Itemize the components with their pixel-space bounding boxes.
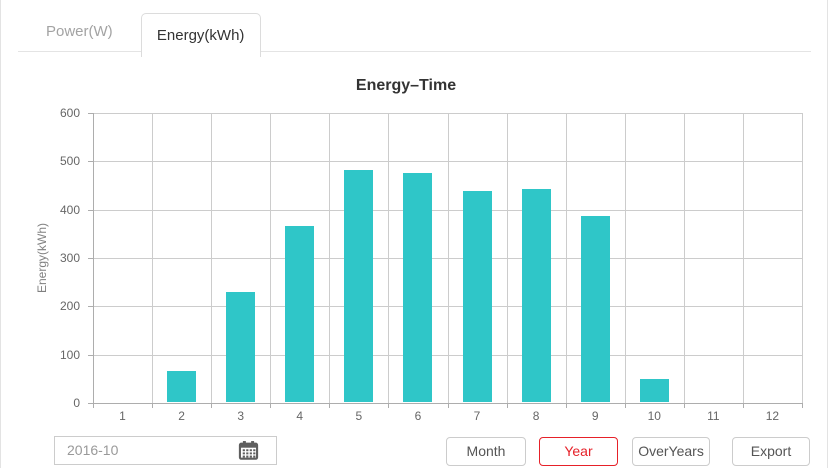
tab-energy[interactable]: Energy(kWh) — [140, 13, 261, 57]
tab-bar: Power(W) Energy(kWh) — [18, 0, 811, 57]
y-axis-tick — [88, 403, 93, 404]
x-axis-tick — [152, 403, 154, 408]
y-axis-tick — [88, 258, 93, 259]
v-gridline — [211, 113, 213, 403]
tab-power[interactable]: Power(W) — [46, 23, 113, 40]
energy-time-chart: Energy–Time Energy(kWh) 0 100 200 300 400 500… — [1, 60, 828, 430]
x-axis-tick — [270, 403, 272, 408]
x-axis-label: 7 — [473, 409, 481, 423]
v-gridline — [388, 113, 390, 403]
export-button[interactable]: Export — [732, 437, 810, 466]
y-axis-tick — [88, 306, 93, 308]
x-axis-label: 8 — [532, 409, 540, 423]
x-axis-tick — [506, 403, 508, 408]
x-axis-tick — [388, 403, 390, 408]
x-axis-label: 2 — [178, 409, 185, 423]
x-axis-label: 3 — [237, 409, 244, 423]
bar-month-6[interactable] — [403, 172, 433, 402]
y-axis-label: 400 — [59, 202, 80, 217]
v-gridline — [270, 113, 272, 403]
bar-month-7[interactable] — [462, 190, 492, 402]
bar-month-5[interactable] — [344, 169, 374, 402]
date-value: 2016-10 — [67, 442, 119, 458]
v-gridline — [329, 113, 331, 403]
x-axis-label: 12 — [765, 409, 780, 423]
y-axis-tick — [88, 209, 93, 211]
v-gridline — [742, 113, 744, 403]
y-axis-label: 300 — [59, 251, 80, 265]
y-axis-tick — [88, 161, 93, 163]
v-gridline — [802, 113, 803, 403]
bar-month-4[interactable] — [285, 226, 315, 402]
v-gridline — [565, 113, 567, 403]
y-axis-label: 0 — [73, 396, 80, 410]
bar-month-10[interactable] — [639, 378, 669, 402]
x-axis-label: 5 — [355, 409, 363, 423]
x-axis-label: 9 — [591, 409, 599, 423]
plot-area: 0 100 200 300 400 500 600 1 2 3 4 5 6 7 8 9 10 11 12 — [60, 106, 803, 423]
overyears-button[interactable]: OverYears — [632, 437, 710, 466]
date-picker-input[interactable]: 2016-10 — [54, 436, 277, 465]
bar-month-9[interactable] — [580, 215, 610, 402]
y-axis-label: 100 — [59, 347, 80, 362]
x-axis-tick — [447, 403, 449, 408]
x-axis-tick — [211, 403, 213, 408]
y-axis-tick — [88, 113, 93, 114]
x-axis-tick — [565, 403, 567, 408]
v-gridline — [447, 113, 449, 403]
y-axis-tick — [88, 354, 93, 356]
x-axis-label: 10 — [647, 409, 661, 423]
v-gridline — [506, 113, 508, 403]
x-axis-label: 6 — [414, 409, 422, 423]
y-axis-label: 600 — [59, 106, 80, 120]
x-axis-tick — [802, 403, 803, 408]
x-axis-tick — [329, 403, 331, 408]
x-axis-label: 11 — [707, 409, 720, 423]
x-axis-label: 4 — [296, 409, 304, 423]
v-gridline — [683, 113, 685, 403]
x-axis-tick — [742, 403, 744, 408]
x-axis-tick — [624, 403, 626, 408]
v-gridline — [152, 113, 154, 403]
chart-title: Energy–Time — [355, 77, 457, 94]
month-button[interactable]: Month — [446, 437, 526, 466]
v-gridline — [624, 113, 626, 403]
x-axis-tick — [683, 403, 685, 408]
y-axis-label: 200 — [59, 299, 80, 314]
x-axis-label: 1 — [119, 409, 126, 423]
y-axis-label: 500 — [59, 154, 80, 169]
bar-month-2[interactable] — [167, 370, 197, 402]
year-button[interactable]: Year — [539, 437, 618, 466]
x-axis-tick — [93, 403, 94, 408]
calendar-icon[interactable] — [238, 440, 259, 461]
bar-month-8[interactable] — [521, 189, 551, 402]
bar-month-3[interactable] — [226, 291, 256, 402]
v-gridline — [93, 113, 94, 403]
